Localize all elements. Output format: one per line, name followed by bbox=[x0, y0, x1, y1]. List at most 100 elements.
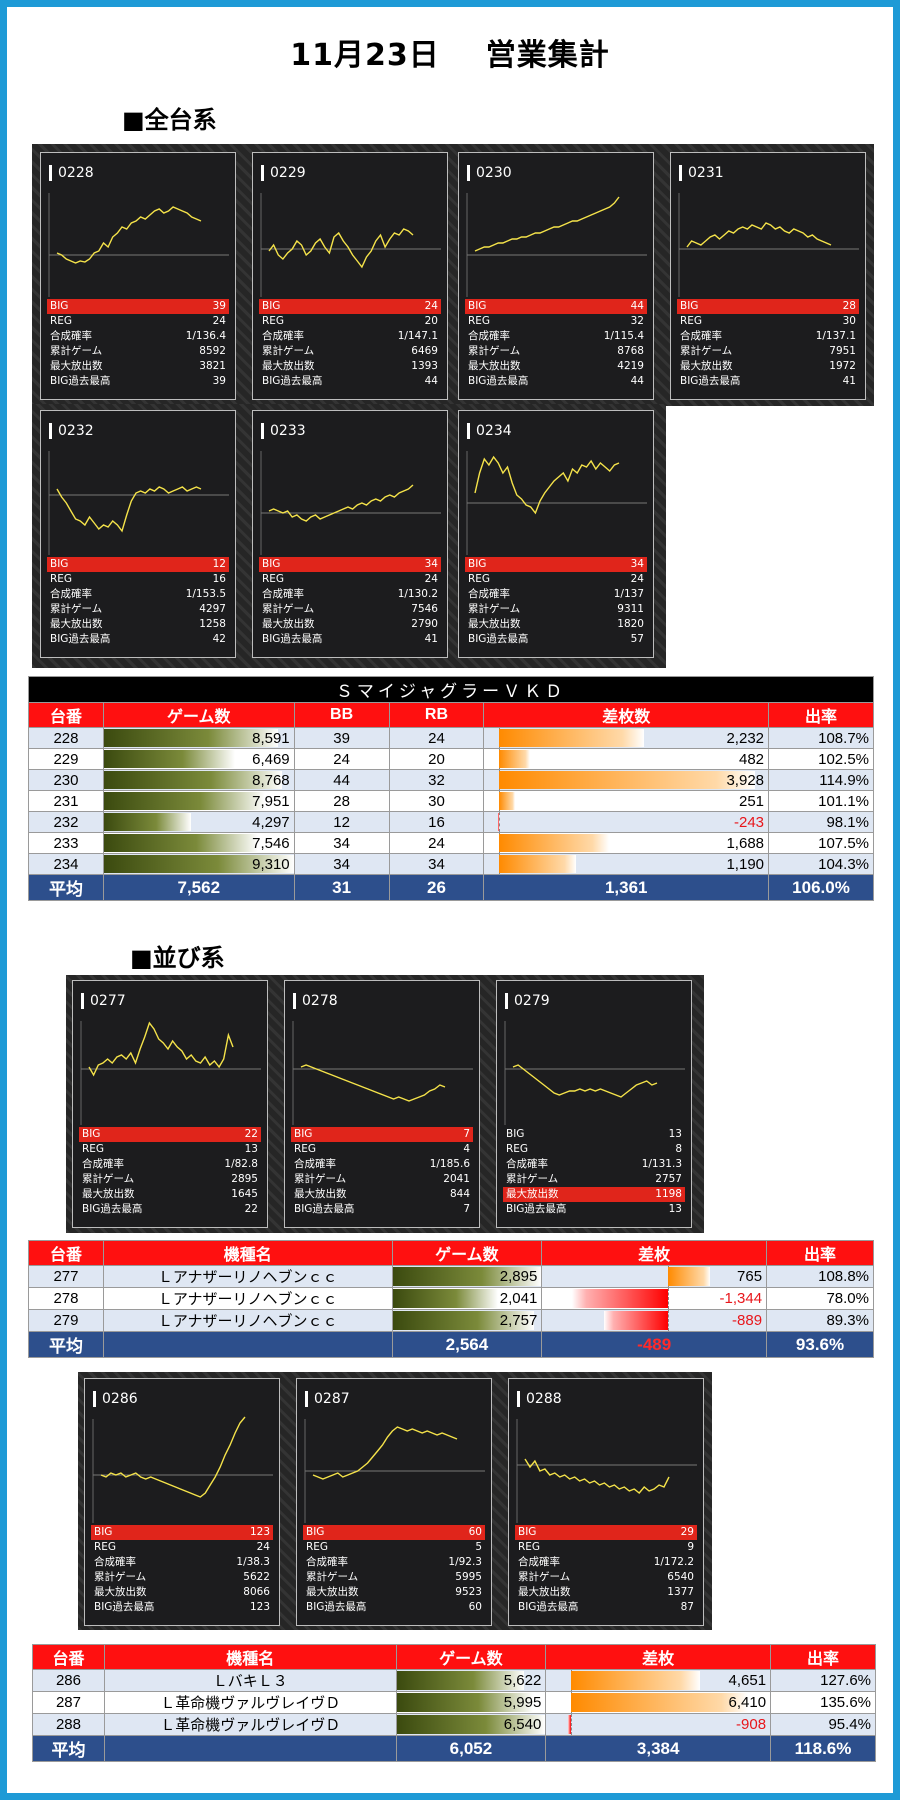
diff-value: 765 bbox=[737, 1268, 763, 1285]
stat-row-big: BIG 34 bbox=[259, 557, 441, 572]
stat-row-max: 最大放出数 1393 bbox=[259, 359, 441, 374]
stat-value: 844 bbox=[449, 1188, 470, 1200]
stat-label: REG bbox=[94, 1541, 117, 1553]
stat-value: 2790 bbox=[411, 618, 438, 630]
stat-value: 28 bbox=[842, 300, 856, 312]
stat-value: 5 bbox=[475, 1541, 482, 1553]
diff-bar bbox=[571, 1289, 668, 1308]
stat-row-big: BIG 12 bbox=[47, 557, 229, 572]
machine-stats: BIG 22 REG 13 合成確率 1/82.8 累計ゲーム 2895 最大放出数 1645 BI… bbox=[79, 1127, 261, 1217]
payout-rate: 107.5% bbox=[768, 832, 874, 854]
stat-label: BIG過去最高 bbox=[50, 633, 111, 645]
games-value: 5,995 bbox=[503, 1694, 542, 1711]
machine-id: 0231 bbox=[679, 165, 724, 181]
stat-label: REG bbox=[262, 315, 285, 327]
avg-name-empty bbox=[102, 1331, 393, 1358]
stat-row-bigmax: BIG過去最高 87 bbox=[515, 1600, 697, 1615]
machine-card-0277: 0277 BIG 22 REG 13 合成確率 1/82.8 累計ゲーム 2895 最大放出数 16… bbox=[72, 980, 268, 1228]
col-header-no: 台番 bbox=[32, 1644, 105, 1670]
games-bar bbox=[396, 1671, 525, 1690]
slump-graph bbox=[260, 193, 441, 297]
stat-value: 1/92.3 bbox=[448, 1556, 482, 1568]
col-header-diff: 差枚数 bbox=[483, 702, 770, 728]
machine-id: 0232 bbox=[49, 423, 94, 439]
stat-label: REG bbox=[50, 573, 73, 585]
stat-row-prob: 合成確率 1/147.1 bbox=[259, 329, 441, 344]
stat-value: 9523 bbox=[455, 1586, 482, 1598]
diff-value: 251 bbox=[738, 792, 765, 810]
title-date: 11月23日 bbox=[290, 38, 440, 73]
machine-card-0286: 0286 BIG 123 REG 24 合成確率 1/38.3 累計ゲーム 5622 最大放出数 8… bbox=[84, 1378, 280, 1626]
machine-no: 230 bbox=[28, 769, 104, 791]
stat-value: 24 bbox=[212, 315, 226, 327]
stat-row-prob: 合成確率 1/131.3 bbox=[503, 1157, 685, 1172]
stat-label: 最大放出数 bbox=[82, 1188, 135, 1200]
stat-row-games: 累計ゲーム 6540 bbox=[515, 1570, 697, 1585]
bb-count: 44 bbox=[293, 769, 390, 791]
stat-label: BIG bbox=[468, 558, 487, 570]
diff-zero-line bbox=[667, 1288, 669, 1309]
diff-zero-line bbox=[667, 1310, 669, 1331]
graph-line bbox=[512, 1064, 658, 1098]
games-value: 9,310 bbox=[252, 855, 290, 873]
games-bar bbox=[392, 1267, 542, 1286]
stat-value: 42 bbox=[212, 633, 226, 645]
stat-label: 合成確率 bbox=[506, 1158, 548, 1170]
diff-value: 3,928 bbox=[726, 771, 765, 789]
machine-card-0229: 0229 BIG 24 REG 20 合成確率 1/147.1 累計ゲーム 6469 最大放出数 1… bbox=[252, 152, 448, 400]
col-header-games: ゲーム数 bbox=[391, 1240, 543, 1266]
table-row: 286 ＬバキＬ３ 5,622 4,651 127.6% bbox=[32, 1669, 876, 1692]
stat-row-bigmax: BIG過去最高 44 bbox=[259, 374, 441, 389]
stat-label: 累計ゲーム bbox=[294, 1173, 347, 1185]
avg-rb: 26 bbox=[388, 874, 485, 901]
stat-value: 1/115.4 bbox=[603, 330, 644, 342]
stat-value: 39 bbox=[212, 300, 226, 312]
stat-row-big: BIG 34 bbox=[465, 557, 647, 572]
stat-label: REG bbox=[518, 1541, 541, 1553]
payout-rate: 102.5% bbox=[768, 748, 874, 770]
rb-count: 16 bbox=[388, 811, 485, 833]
machine-stats: BIG 34 REG 24 合成確率 1/130.2 累計ゲーム 7546 最大放出数 2790 B… bbox=[259, 557, 441, 647]
stat-label: 累計ゲーム bbox=[468, 345, 521, 357]
stat-row-big: BIG 24 bbox=[259, 299, 441, 314]
rb-count: 24 bbox=[388, 727, 485, 749]
stat-label: BIG過去最高 bbox=[680, 375, 741, 387]
stat-row-max: 最大放出数 1820 bbox=[465, 617, 647, 632]
avg-rate: 106.0% bbox=[768, 874, 874, 901]
stat-value: 3821 bbox=[199, 360, 226, 372]
stat-label: 累計ゲーム bbox=[680, 345, 733, 357]
stat-label: 最大放出数 bbox=[468, 360, 521, 372]
slump-graph bbox=[48, 193, 229, 297]
machine-name: ＬバキＬ３ bbox=[103, 1669, 397, 1692]
games-cell: 7,951 bbox=[102, 790, 295, 812]
stat-value: 24 bbox=[256, 1541, 270, 1553]
stat-label: BIG bbox=[262, 300, 281, 312]
machine-id: 0279 bbox=[505, 993, 550, 1009]
machine-name: Ｌアナザーリノヘブンｃｃ bbox=[102, 1309, 393, 1332]
graph-line bbox=[474, 455, 620, 515]
diff-bar bbox=[604, 1311, 668, 1330]
col-header-name: 機種名 bbox=[103, 1644, 397, 1670]
stat-label: 最大放出数 bbox=[50, 360, 103, 372]
stat-label: 累計ゲーム bbox=[262, 603, 315, 615]
stat-label: REG bbox=[262, 573, 285, 585]
stat-row-games: 累計ゲーム 5622 bbox=[91, 1570, 273, 1585]
diff-value: 482 bbox=[738, 750, 765, 768]
stat-row-reg: REG 9 bbox=[515, 1540, 697, 1555]
machine-card-0231: 0231 BIG 28 REG 30 合成確率 1/137.1 累計ゲーム 7951 最大放出数 1… bbox=[670, 152, 866, 400]
col-header-rate: 出率 bbox=[766, 1240, 874, 1266]
machine-no: 277 bbox=[28, 1265, 104, 1288]
graph-line bbox=[524, 1458, 670, 1494]
diff-bar bbox=[667, 1267, 711, 1286]
stat-row-bigmax: BIG過去最高 22 bbox=[79, 1202, 261, 1217]
avg-label: 平均 bbox=[32, 1735, 105, 1762]
table-row: 229 6,469 24 20 482 102.5% bbox=[28, 748, 874, 770]
stat-label: BIG過去最高 bbox=[306, 1601, 367, 1613]
stat-row-max: 最大放出数 1258 bbox=[47, 617, 229, 632]
stat-label: 累計ゲーム bbox=[262, 345, 315, 357]
payout-rate: 108.7% bbox=[768, 727, 874, 749]
stat-value: 13 bbox=[668, 1128, 682, 1140]
stat-value: 1/172.2 bbox=[653, 1556, 694, 1568]
games-value: 6,469 bbox=[252, 750, 290, 768]
avg-diff: -489 bbox=[637, 1334, 672, 1354]
